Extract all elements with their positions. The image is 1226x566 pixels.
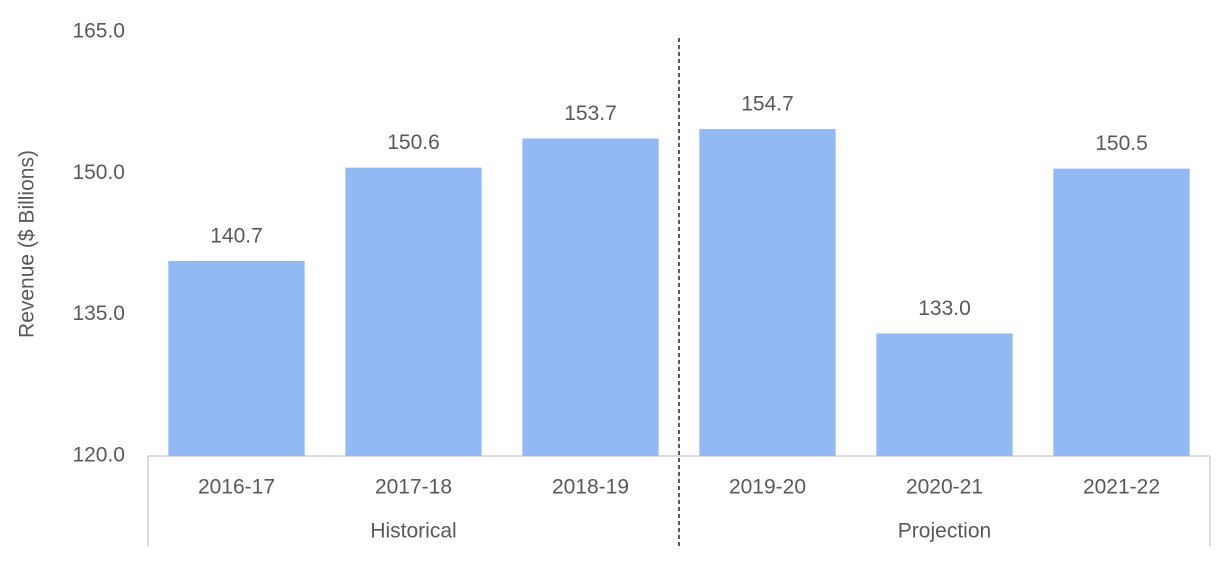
y-tick-label: 150.0 <box>72 161 125 184</box>
bar <box>522 138 659 456</box>
x-tick-label: 2021-22 <box>1083 476 1160 499</box>
group-label: Projection <box>898 520 991 543</box>
x-tick-label: 2017-18 <box>375 476 452 499</box>
bar <box>168 260 305 456</box>
bar <box>876 333 1013 456</box>
x-tick-label: 2018-19 <box>552 476 629 499</box>
x-tick-label: 2019-20 <box>729 476 806 499</box>
y-tick-label: 120.0 <box>72 444 125 467</box>
x-tick-label: 2016-17 <box>198 476 275 499</box>
value-label: 154.7 <box>741 93 794 116</box>
value-label: 133.0 <box>918 297 971 320</box>
y-tick-label: 165.0 <box>72 20 125 43</box>
x-tick-label: 2020-21 <box>906 476 983 499</box>
value-label: 153.7 <box>564 102 617 125</box>
bar <box>345 167 482 456</box>
value-label: 140.7 <box>210 225 263 248</box>
value-label: 150.5 <box>1095 132 1148 155</box>
value-label: 150.6 <box>387 131 440 154</box>
group-label: Historical <box>370 520 456 543</box>
bar <box>1053 168 1190 456</box>
bar <box>699 129 836 456</box>
y-axis-title: Revenue ($ Billions) <box>16 150 39 338</box>
y-tick-label: 135.0 <box>72 302 125 325</box>
